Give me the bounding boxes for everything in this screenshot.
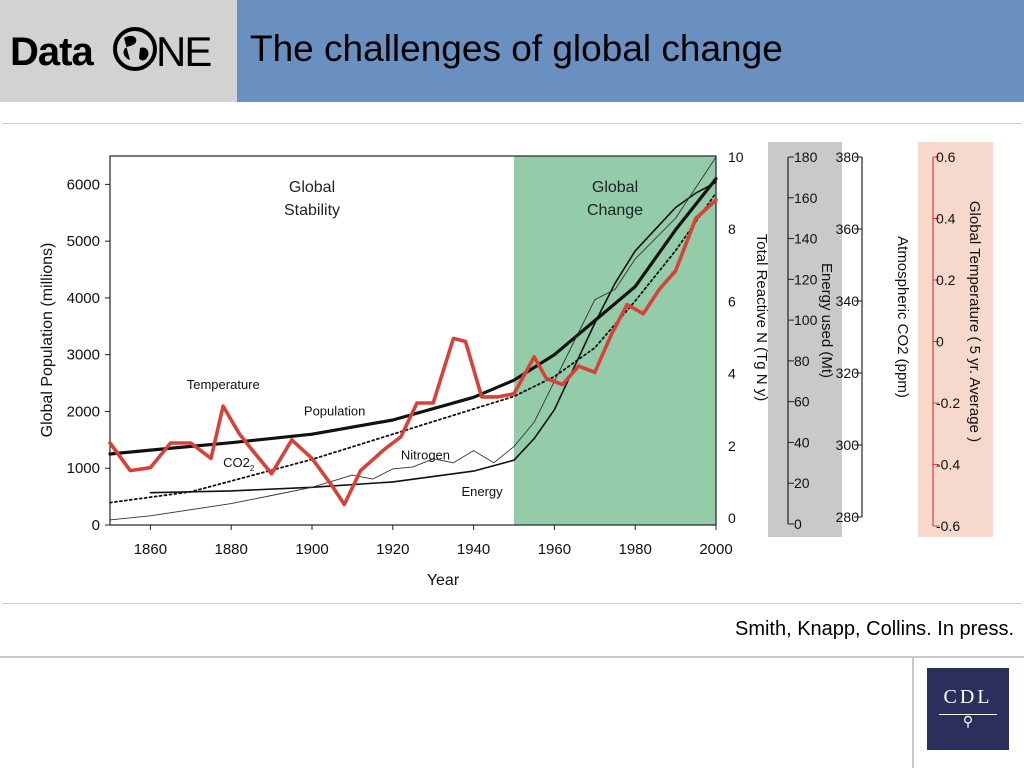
nitrogen-tick-label-4: 8: [728, 221, 736, 237]
energy-axis-label: Energy used (Mt): [818, 263, 835, 378]
series-co2: [109, 192, 717, 504]
co2-tick-label-5: 380: [836, 149, 860, 165]
x-tick-label-6: 1980: [619, 541, 652, 558]
temperature-tick-label-1: -0.4: [936, 457, 960, 473]
cdl-logo-mark: ⚲: [962, 714, 974, 730]
temperature-tick-label-5: 0.4: [936, 211, 956, 227]
energy-tick-label-4: 80: [794, 353, 810, 369]
citation: Smith, Knapp, Collins. In press.: [734, 618, 1014, 640]
header-band: [237, 0, 1024, 102]
co2-tick-label-2: 320: [836, 365, 860, 381]
temperature-tick-label-3: 0: [936, 334, 944, 350]
nitrogen-tick-label-1: 2: [728, 438, 736, 454]
series-population: [108, 177, 718, 456]
x-tick-label-7: 2000: [699, 541, 732, 558]
co2-tick-label-4: 360: [836, 221, 860, 237]
x-tick-label-2: 1900: [295, 541, 328, 558]
population-tick-label-6: 6000: [67, 176, 100, 193]
temperature-tick-label-2: -0.2: [936, 395, 960, 411]
region-label-stability-0: Global: [289, 179, 335, 196]
annotation-energy: Energy: [461, 484, 503, 499]
energy-tick-label-0: 0: [794, 516, 802, 532]
x-tick-label-0: 1860: [134, 541, 167, 558]
energy-tick-label-8: 160: [794, 190, 818, 206]
series-temperature: [108, 198, 718, 507]
region-label-change-1: Change: [587, 202, 643, 219]
co2-axis-label: Atmospheric CO2 (ppm): [894, 236, 911, 398]
annotation-population: Population: [304, 403, 365, 418]
x-tick-label-3: 1920: [376, 541, 409, 558]
energy-tick-label-7: 140: [794, 231, 818, 247]
slide-title: The challenges of global change: [250, 28, 783, 69]
co2-tick-label-0: 280: [836, 509, 860, 525]
cdl-logo-rule: [939, 714, 997, 715]
co2-tick-label-1: 300: [836, 437, 860, 453]
temperature-tick-label-4: 0.2: [936, 272, 956, 288]
energy-tick-label-3: 60: [794, 394, 810, 410]
plot-frame: [109, 155, 717, 526]
cdl-logo-text: CDL: [943, 686, 993, 708]
energy-tick-label-9: 180: [794, 149, 818, 165]
population-tick-label-4: 4000: [67, 290, 100, 307]
annotation-nitrogen: Nitrogen: [401, 448, 450, 463]
population-tick-label-3: 3000: [67, 347, 100, 364]
nitrogen-tick-label-2: 4: [728, 366, 736, 382]
global-change-chart: Global Stability Global Change 1860 1880 1900 1…: [39, 142, 993, 589]
temperature-axis-panel: [918, 142, 993, 537]
logo-wordmark-suffix: NE: [156, 28, 212, 75]
x-tick-label-4: 1940: [457, 541, 490, 558]
series-energy: [109, 156, 717, 521]
temperature-axis-label: Global Temperature ( 5 yr. Average ): [966, 201, 983, 442]
cdl-logo: CDL ⚲: [927, 668, 1009, 750]
logo-wordmark: Data: [10, 30, 94, 74]
chart-frame: Global Stability Global Change 1860 1880 1900 1…: [2, 123, 1022, 604]
population-tick-label-1: 1000: [67, 460, 100, 477]
nitrogen-tick-label-3: 6: [728, 293, 736, 309]
nitrogen-tick-label-5: 10: [728, 149, 744, 165]
annotation-subscript: 2: [250, 464, 255, 473]
energy-axis-panel: [768, 142, 842, 537]
logo-box: Data NE: [0, 0, 237, 102]
energy-tick-label-2: 40: [794, 434, 810, 450]
globe-icon: [113, 27, 157, 71]
temperature-tick-label-0: -0.6: [936, 518, 960, 534]
x-tick-label-5: 1960: [538, 541, 571, 558]
nitrogen-axis-label: Total Reactive N (Tg N y): [753, 234, 770, 402]
energy-tick-label-5: 100: [794, 312, 818, 328]
co2-tick-label-3: 340: [836, 293, 860, 309]
x-tick-label-1: 1880: [215, 541, 248, 558]
nitrogen-tick-label-0: 0: [728, 510, 736, 526]
x-axis-label: Year: [427, 572, 460, 589]
population-tick-label-5: 5000: [67, 233, 100, 250]
footer-vertical-divider: [912, 658, 914, 768]
region-label-stability-1: Stability: [284, 202, 340, 219]
footer-divider: [0, 656, 1024, 658]
annotation-temperature: Temperature: [187, 377, 260, 392]
temperature-tick-label-6: 0.6: [936, 149, 956, 165]
population-axis-label: Global Population (millions): [39, 243, 56, 438]
population-tick-label-0: 0: [92, 517, 100, 534]
population-tick-label-2: 2000: [67, 403, 100, 420]
region-label-change-0: Global: [592, 179, 638, 196]
energy-tick-label-6: 120: [794, 271, 818, 287]
region-global-change: [514, 156, 716, 525]
energy-tick-label-1: 20: [794, 475, 810, 491]
annotation-co2: CO22: [223, 455, 255, 473]
